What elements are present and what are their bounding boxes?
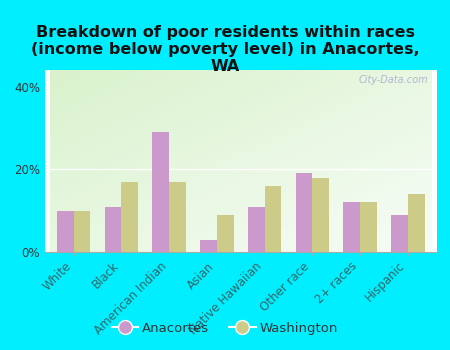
Bar (169, 182, 186, 252)
Bar (312, 177, 329, 252)
Bar (153, 132, 169, 252)
Bar (408, 194, 424, 252)
Bar (391, 215, 408, 252)
Bar (74, 211, 90, 252)
Bar (343, 202, 360, 252)
Bar (105, 206, 122, 252)
Bar (265, 186, 281, 252)
Text: Breakdown of poor residents within races
(income below poverty level) in Anacort: Breakdown of poor residents within races… (31, 25, 419, 74)
Bar (248, 206, 265, 252)
Bar (122, 182, 138, 252)
Bar (360, 202, 377, 252)
Bar (296, 173, 312, 252)
Legend: Anacortes, Washington: Anacortes, Washington (107, 316, 343, 340)
Bar (217, 215, 234, 252)
Bar (200, 240, 217, 252)
Bar (57, 211, 74, 252)
Text: City-Data.com: City-Data.com (359, 76, 429, 85)
